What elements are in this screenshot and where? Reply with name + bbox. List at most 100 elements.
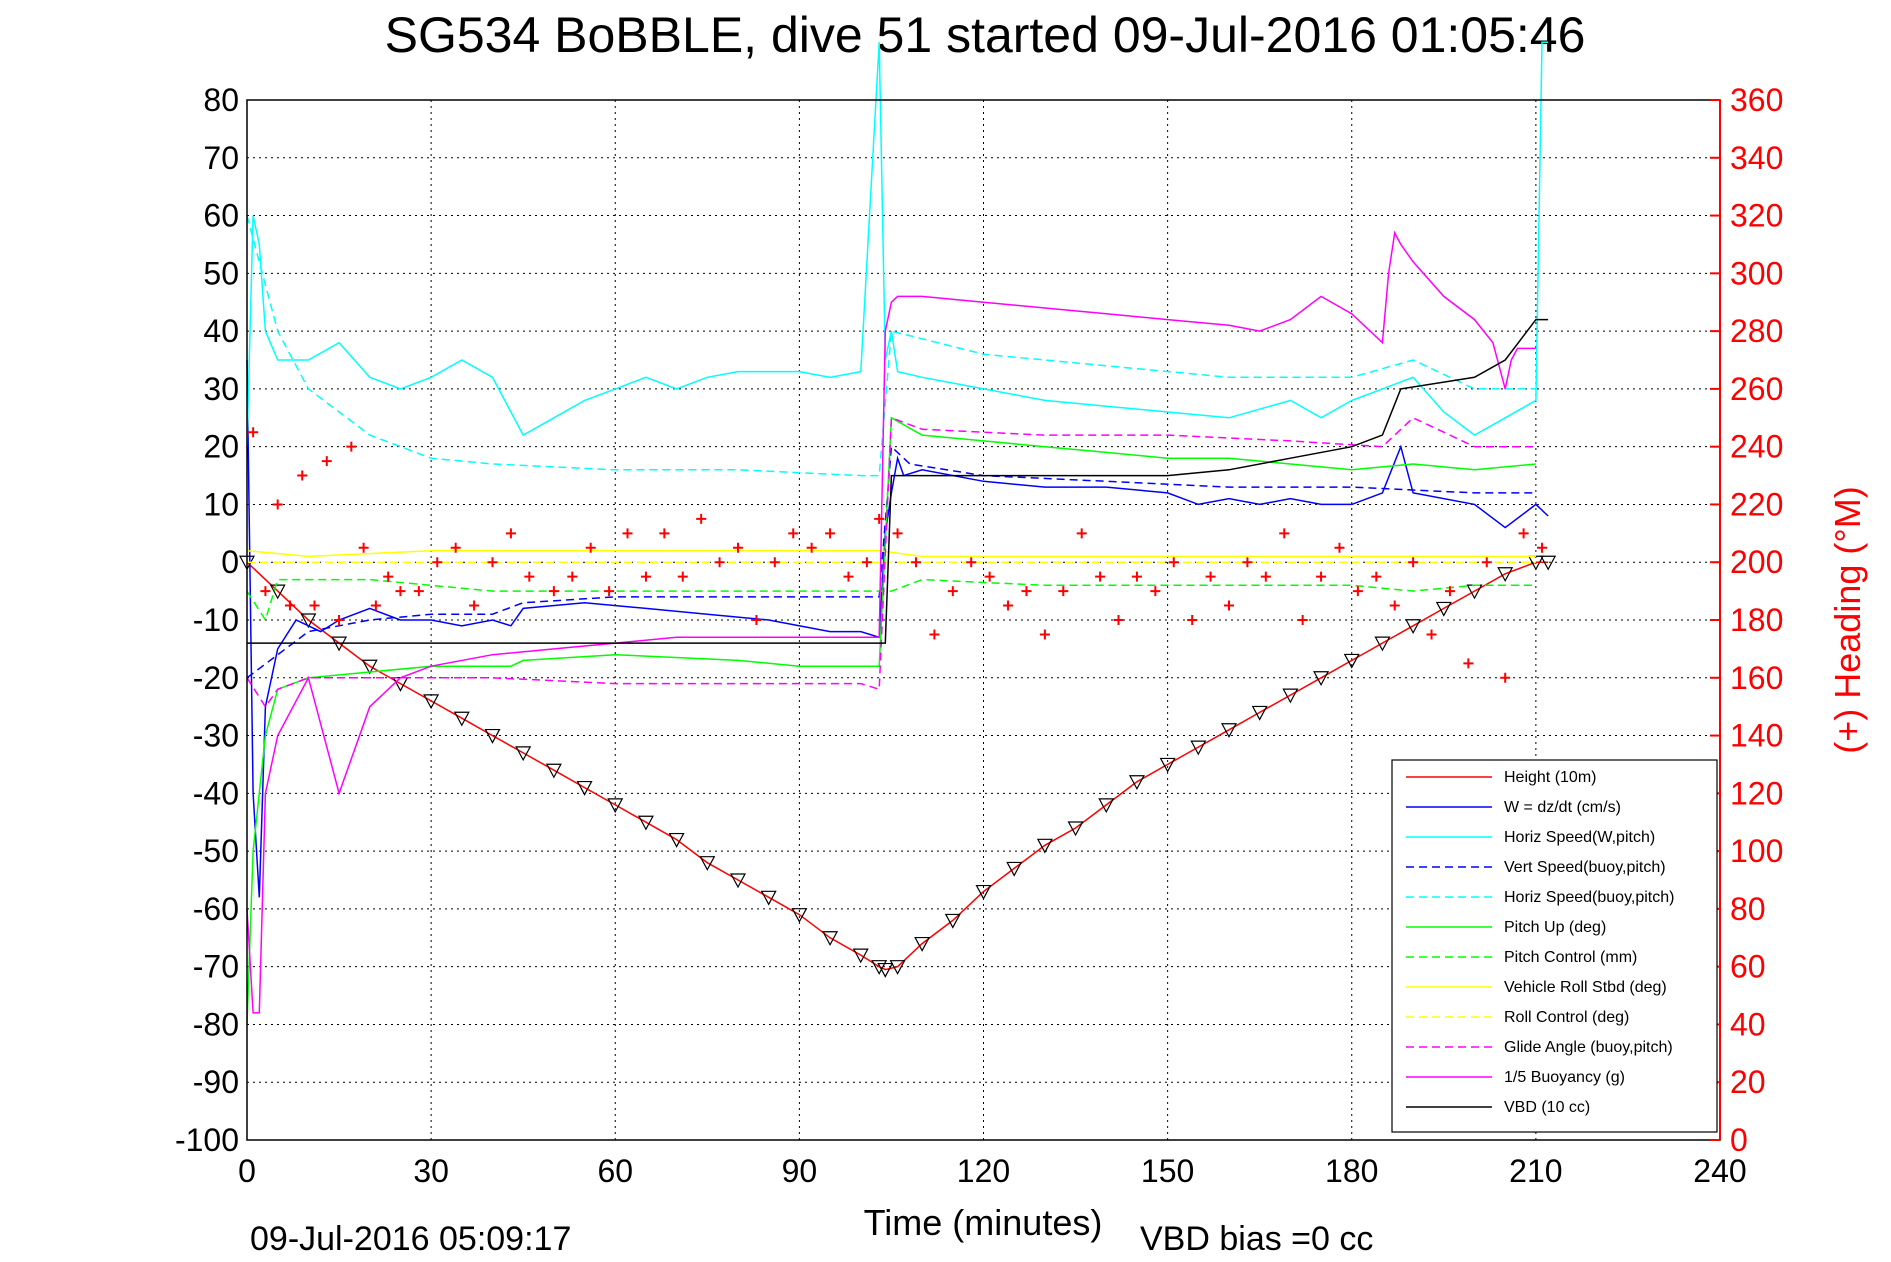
height-point bbox=[668, 832, 685, 848]
y-tick-label: -10 bbox=[193, 602, 239, 638]
height-point bbox=[607, 798, 624, 814]
height-point bbox=[1313, 671, 1330, 687]
heading-point bbox=[1242, 557, 1253, 568]
y2-tick-label: 40 bbox=[1730, 1006, 1766, 1042]
x-tick-label: 30 bbox=[413, 1153, 449, 1189]
height-point bbox=[699, 856, 716, 871]
heading-point bbox=[1076, 528, 1087, 539]
heading-point bbox=[1260, 571, 1271, 582]
x-axis-label: Time (minutes) bbox=[864, 1202, 1103, 1243]
y2-tick-label: 360 bbox=[1730, 82, 1783, 118]
series-1-5-buoyancy-g bbox=[246, 230, 1536, 1014]
height-point bbox=[269, 584, 286, 600]
height-point bbox=[453, 711, 470, 727]
y-tick-label: -60 bbox=[193, 891, 239, 927]
y2-tick-label: 220 bbox=[1730, 486, 1783, 522]
heading-point bbox=[843, 571, 854, 582]
heading-point bbox=[604, 586, 615, 597]
height-point bbox=[729, 873, 747, 889]
heading-point bbox=[769, 557, 780, 568]
y2-tick-label: 80 bbox=[1730, 891, 1766, 927]
y-tick-label: 0 bbox=[221, 544, 239, 580]
height-point bbox=[871, 960, 888, 975]
heading-point bbox=[524, 571, 535, 582]
height-point bbox=[1282, 688, 1299, 704]
heading-point bbox=[567, 571, 578, 582]
x-tick-label: 180 bbox=[1325, 1153, 1378, 1189]
height-point bbox=[484, 728, 501, 744]
series-glide-angle-buoy-pitch bbox=[246, 416, 1536, 709]
heading-point bbox=[309, 600, 320, 611]
heading-point bbox=[947, 586, 958, 597]
legend-label: Height (10m) bbox=[1504, 769, 1596, 786]
series-vehicle-roll-stbd-deg bbox=[246, 549, 1536, 558]
heading-point bbox=[622, 528, 633, 539]
x-tick-label: 150 bbox=[1141, 1153, 1194, 1189]
height-point bbox=[1251, 705, 1268, 721]
heading-point bbox=[1408, 557, 1419, 568]
legend: Height (10m) W = dz/dt (cm/s) Horiz Speed(… bbox=[1391, 759, 1718, 1133]
heading-point bbox=[413, 586, 424, 597]
axis-ticks: 0 30 60 90 120 150 180 210 24080706050403020100-… bbox=[175, 82, 1783, 1189]
height-point bbox=[975, 884, 992, 900]
heading-point bbox=[929, 629, 940, 640]
height-point bbox=[760, 890, 777, 906]
heading-point bbox=[640, 571, 651, 582]
heading-point bbox=[487, 557, 498, 568]
series-heading bbox=[248, 427, 1548, 683]
y2-tick-label: 0 bbox=[1730, 1122, 1748, 1158]
y2-tick-label: 340 bbox=[1730, 140, 1783, 176]
heading-point bbox=[432, 557, 443, 568]
chart-title: SG534 BoBBLE, dive 51 started 09-Jul-201… bbox=[385, 7, 1586, 63]
legend-label: Vert Speed(buoy,pitch) bbox=[1504, 859, 1666, 876]
y2-tick-label: 280 bbox=[1730, 313, 1783, 349]
height-point bbox=[361, 659, 378, 675]
heading-point bbox=[733, 542, 743, 553]
series-height-10m bbox=[246, 561, 1549, 971]
y-tick-label: -30 bbox=[193, 718, 239, 754]
height-point bbox=[637, 815, 654, 831]
height-point bbox=[1497, 567, 1514, 583]
y2-tick-label: 120 bbox=[1730, 775, 1783, 811]
y-tick-label: 70 bbox=[203, 140, 239, 176]
height-point bbox=[1540, 555, 1557, 571]
y2-tick-label: 320 bbox=[1730, 198, 1783, 234]
y2-tick-label: 160 bbox=[1730, 660, 1783, 696]
y2-tick-label: 60 bbox=[1730, 949, 1766, 985]
footer-vbd-bias: VBD bias =0 cc bbox=[1140, 1220, 1373, 1258]
heading-point bbox=[383, 571, 394, 582]
legend-label: Glide Angle (buoy,pitch) bbox=[1504, 1039, 1673, 1056]
height-point bbox=[1435, 601, 1452, 617]
height-point bbox=[1220, 723, 1238, 739]
heading-point bbox=[248, 427, 259, 438]
y-tick-label: 50 bbox=[203, 255, 239, 291]
x-tick-label: 60 bbox=[597, 1153, 633, 1189]
y-tick-label: -80 bbox=[193, 1006, 239, 1042]
heading-point bbox=[1316, 571, 1327, 582]
x-tick-label: 120 bbox=[957, 1153, 1010, 1189]
height-point bbox=[576, 780, 593, 796]
height-point bbox=[1036, 838, 1053, 854]
heading-point bbox=[585, 542, 596, 553]
height-point-markers bbox=[238, 555, 1557, 978]
series-horiz-speed-buoy-pitch bbox=[246, 215, 1536, 477]
heading-point bbox=[1168, 557, 1179, 568]
heading-point bbox=[1481, 557, 1492, 568]
y2-tick-label: 140 bbox=[1730, 718, 1783, 754]
heading-point bbox=[1352, 586, 1363, 597]
y-tick-label: -50 bbox=[193, 833, 239, 869]
heading-point bbox=[1444, 586, 1455, 597]
height-point bbox=[1405, 619, 1422, 635]
legend-label: Pitch Up (deg) bbox=[1504, 919, 1606, 936]
footer-timestamp: 09-Jul-2016 05:09:17 bbox=[250, 1220, 571, 1258]
heading-point bbox=[505, 528, 516, 539]
heading-point bbox=[677, 571, 688, 582]
height-point bbox=[889, 960, 906, 975]
x-tick-label: 210 bbox=[1509, 1153, 1562, 1189]
heading-point bbox=[984, 571, 995, 582]
heading-point bbox=[1334, 542, 1345, 553]
heading-point bbox=[1279, 528, 1290, 539]
heading-point bbox=[714, 557, 725, 568]
heading-point bbox=[260, 586, 271, 597]
heading-point bbox=[1150, 586, 1161, 597]
